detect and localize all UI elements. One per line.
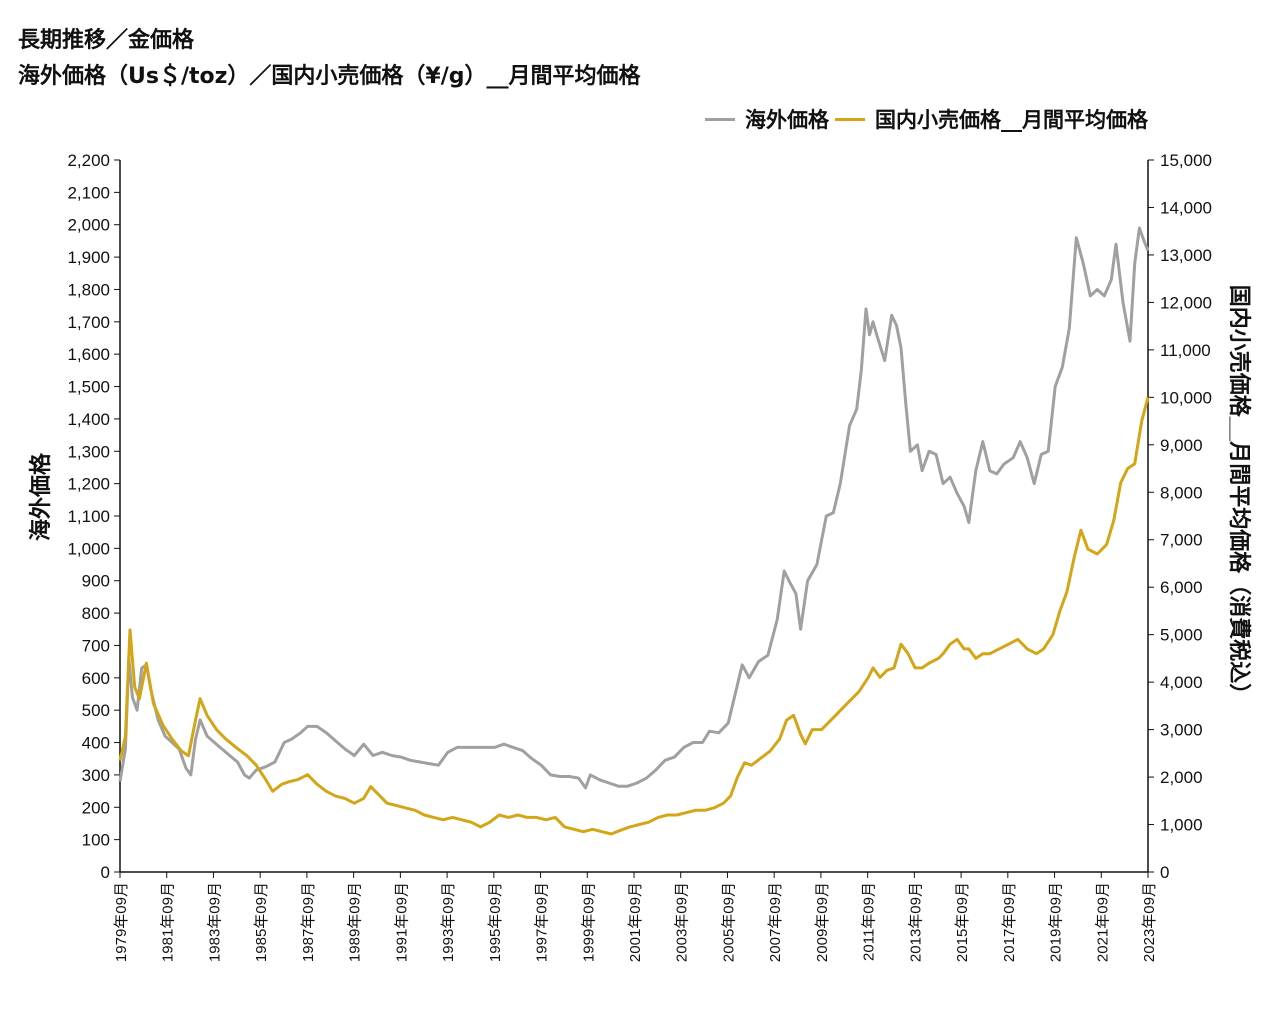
x-tick-label: 1995年09月 — [487, 882, 504, 962]
right-tick-label: 10,000 — [1160, 388, 1212, 407]
right-tick-label: 15,000 — [1160, 151, 1212, 170]
left-tick-label: 1,400 — [67, 410, 110, 429]
x-tick-label: 2023年09月 — [1141, 882, 1158, 962]
left-tick-label: 300 — [82, 766, 110, 785]
left-tick-label: 1,500 — [67, 378, 110, 397]
left-tick-label: 400 — [82, 734, 110, 753]
left-tick-label: 2,100 — [67, 183, 110, 202]
legend-item-domestic: 国内小売価格__月間平均価格 — [835, 104, 1148, 134]
left-tick-label: 1,200 — [67, 475, 110, 494]
right-tick-label: 3,000 — [1160, 721, 1203, 740]
chart-axes — [119, 160, 1149, 873]
legend-label-overseas: 海外価格 — [745, 108, 829, 132]
x-tick-label: 2017年09月 — [1001, 882, 1018, 962]
left-tick-label: 700 — [82, 636, 110, 655]
left-tick-label: 1,700 — [67, 313, 110, 332]
right-tick-label: 4,000 — [1160, 673, 1203, 692]
left-tick-label: 1,600 — [67, 345, 110, 364]
overseas-price-line — [118, 226, 1150, 790]
left-tick-label: 500 — [82, 701, 110, 720]
right-tick-label: 7,000 — [1160, 531, 1203, 550]
x-tick-label: 1993年09月 — [440, 882, 457, 962]
x-tick-label: 2005年09月 — [720, 882, 737, 962]
right-tick-label: 14,000 — [1160, 198, 1212, 217]
x-tick-label: 1979年09月 — [113, 882, 130, 962]
right-axis-label: 国内小売価格__月間平均価格（消費税込） — [1227, 285, 1252, 705]
x-tick-label: 2003年09月 — [674, 882, 691, 962]
right-tick-label: 8,000 — [1160, 483, 1203, 502]
x-tick-label: 1989年09月 — [347, 882, 364, 962]
legend-swatch-domestic — [835, 117, 865, 121]
x-tick-label: 2007年09月 — [767, 882, 784, 962]
legend: 海外価格 国内小売価格__月間平均価格 — [699, 104, 1148, 134]
left-tick-label: 1,900 — [67, 248, 110, 267]
x-tick-label: 1985年09月 — [253, 882, 270, 962]
x-tick-label: 2013年09月 — [907, 882, 924, 962]
x-tick-label: 1983年09月 — [206, 882, 223, 962]
chart-subtitle: 海外価格（Us＄/toz）／国内小売価格（¥/g）__月間平均価格 — [18, 64, 641, 89]
right-tick-label: 2,000 — [1160, 768, 1203, 787]
domestic-price-line — [118, 396, 1150, 836]
x-tick-label: 2001年09月 — [627, 882, 644, 962]
right-tick-label: 9,000 — [1160, 436, 1203, 455]
legend-item-overseas: 海外価格 — [705, 104, 829, 134]
left-tick-label: 100 — [82, 831, 110, 850]
right-tick-label: 0 — [1160, 863, 1169, 882]
left-tick-label: 600 — [82, 669, 110, 688]
x-tick-label: 1999年09月 — [580, 882, 597, 962]
left-tick-label: 2,200 — [67, 151, 110, 170]
right-tick-label: 12,000 — [1160, 293, 1212, 312]
x-tick-label: 2011年09月 — [861, 882, 878, 961]
left-tick-label: 900 — [82, 572, 110, 591]
right-axis-ticks: 0 1,000 2,000 3,000 4,000 5,000 6,000 7,000 8,00… — [1148, 151, 1212, 882]
x-tick-label: 1987年09月 — [300, 882, 317, 962]
x-tick-label: 2015年09月 — [954, 882, 971, 962]
x-tick-label: 2021年09月 — [1094, 882, 1111, 962]
right-tick-label: 5,000 — [1160, 626, 1203, 645]
right-tick-label: 13,000 — [1160, 246, 1212, 265]
right-tick-label: 11,000 — [1160, 341, 1211, 360]
left-axis-label: 海外価格 — [28, 452, 53, 541]
left-tick-label: 1,100 — [67, 507, 110, 526]
x-axis-ticks: 1979年09月 1981年09月 1983年09月 1985年09月 1987年09月… — [113, 872, 1158, 962]
left-tick-label: 1,000 — [67, 539, 110, 558]
left-tick-label: 1,300 — [67, 442, 110, 461]
left-tick-label: 200 — [82, 798, 110, 817]
x-tick-label: 2009年09月 — [814, 882, 831, 962]
right-tick-label: 6,000 — [1160, 578, 1203, 597]
legend-swatch-overseas — [705, 117, 735, 121]
legend-label-domestic: 国内小売価格__月間平均価格 — [875, 108, 1148, 132]
left-tick-label: 800 — [82, 604, 110, 623]
chart-title: 長期推移／金価格 — [18, 28, 195, 53]
x-tick-label: 2019年09月 — [1048, 882, 1065, 962]
x-tick-label: 1981年09月 — [160, 882, 177, 962]
x-tick-label: 1991年09月 — [393, 882, 410, 962]
x-tick-label: 1997年09月 — [534, 882, 551, 962]
series-lines — [118, 226, 1150, 836]
right-tick-label: 1,000 — [1160, 816, 1203, 835]
left-tick-label: 0 — [101, 863, 110, 882]
left-axis-ticks: 0 100 200 300 400 500 600 700 800 900 1,000 1,100 1,… — [67, 151, 120, 882]
left-tick-label: 2,000 — [67, 216, 110, 235]
left-tick-label: 1,800 — [67, 280, 110, 299]
